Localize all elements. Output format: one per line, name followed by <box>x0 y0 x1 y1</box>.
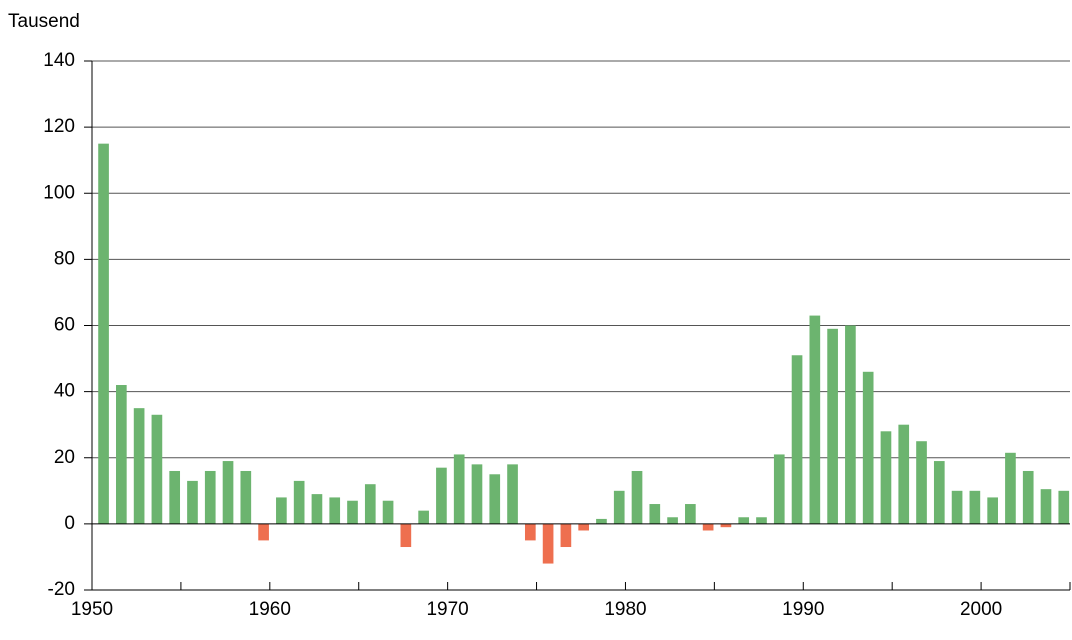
bar <box>187 480 198 524</box>
x-tick-label: 1990 <box>782 599 824 620</box>
bar <box>720 523 732 528</box>
y-tick-label: 100 <box>43 182 75 203</box>
bar <box>613 490 625 524</box>
bar <box>560 523 572 548</box>
bar <box>880 431 892 524</box>
bar <box>240 470 252 524</box>
bar <box>898 424 910 524</box>
bar <box>862 371 874 524</box>
y-tick-label: 40 <box>54 381 75 402</box>
bar <box>845 325 856 524</box>
bar <box>400 523 412 548</box>
bar <box>204 470 216 524</box>
bar <box>738 517 750 524</box>
bar <box>667 517 678 524</box>
x-tick-label: 1960 <box>249 599 291 620</box>
bar <box>631 470 643 524</box>
x-tick-label: 2000 <box>960 599 1002 620</box>
bar <box>169 470 181 524</box>
bar <box>436 467 447 524</box>
bar <box>98 143 109 524</box>
bar <box>329 497 341 524</box>
bar <box>418 510 429 524</box>
bar <box>258 523 269 541</box>
bar <box>827 328 838 524</box>
bar <box>773 454 785 524</box>
bar <box>1022 470 1034 524</box>
bar <box>702 523 714 531</box>
bar <box>916 441 927 524</box>
bar <box>276 497 287 524</box>
bar <box>524 523 536 541</box>
y-tick-label: 80 <box>54 248 75 269</box>
bar <box>507 464 518 524</box>
bar <box>951 490 963 524</box>
y-tick-label: 120 <box>43 116 75 137</box>
y-tick-label: 140 <box>43 50 75 71</box>
bar <box>649 504 661 524</box>
bar <box>382 500 394 524</box>
bar <box>1005 452 1016 524</box>
bar <box>809 315 821 524</box>
bar <box>347 500 358 524</box>
bar <box>578 523 590 531</box>
bar <box>133 408 145 524</box>
bar <box>542 523 554 564</box>
bar <box>151 414 163 524</box>
y-axis-label: Tausend <box>8 11 80 32</box>
bar <box>311 494 323 524</box>
bar <box>116 385 127 524</box>
x-tick-label: 1980 <box>604 599 646 620</box>
bar <box>685 504 696 524</box>
bar <box>222 461 234 524</box>
y-tick-label: 60 <box>54 315 75 336</box>
bar <box>364 484 376 524</box>
bar <box>489 474 501 524</box>
y-tick-label: 20 <box>54 447 75 468</box>
bar <box>471 464 483 524</box>
bar <box>791 355 803 524</box>
bar <box>293 480 305 524</box>
bar <box>1040 489 1052 524</box>
bar <box>987 497 998 524</box>
bar <box>933 461 945 524</box>
bar <box>1058 490 1070 524</box>
bar <box>969 490 981 524</box>
bar <box>453 454 465 524</box>
x-tick-label: 1970 <box>426 599 468 620</box>
y-tick-label: -20 <box>48 579 75 600</box>
x-tick-label: 1950 <box>71 599 113 620</box>
y-tick-label: 0 <box>64 513 75 534</box>
bar <box>596 518 607 524</box>
bar <box>756 517 767 524</box>
